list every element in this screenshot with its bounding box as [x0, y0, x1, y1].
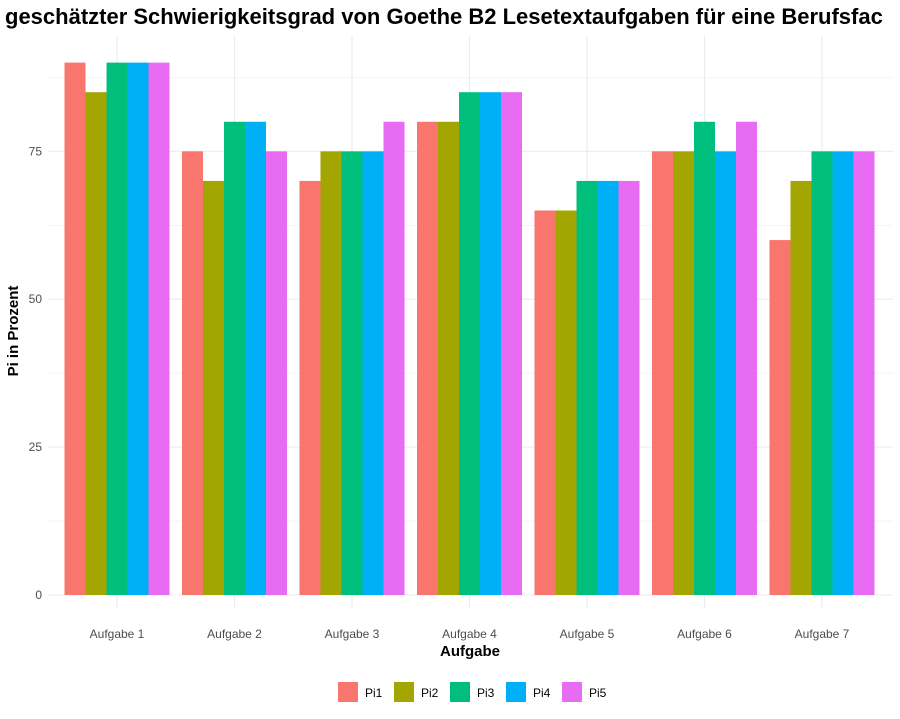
- chart-title: geschätzter Schwierigkeitsgrad von Goeth…: [5, 4, 883, 29]
- x-tick-label: Aufgabe 5: [560, 627, 615, 641]
- legend: Pi1 Pi2 Pi3 Pi4 Pi5: [338, 682, 607, 702]
- bar-pi2-1: [85, 92, 107, 595]
- y-axis-ticks: 0 25 50 75: [29, 144, 43, 602]
- bar-pi3-3: [341, 151, 363, 595]
- bar-pi3-5: [576, 180, 598, 596]
- bar-pi2-7: [790, 180, 812, 596]
- x-axis-title: Aufgabe: [440, 643, 500, 660]
- legend-swatch-pi1: [338, 682, 358, 702]
- x-tick-label: Aufgabe 1: [90, 627, 145, 641]
- legend-label-pi5: Pi5: [589, 686, 607, 700]
- bar-pi4-6: [715, 151, 736, 595]
- bar-pi4-2: [245, 121, 266, 595]
- legend-label-pi1: Pi1: [365, 686, 383, 700]
- y-tick-label: 25: [29, 440, 43, 454]
- y-tick-label: 0: [35, 588, 42, 602]
- bar-pi3-6: [694, 121, 715, 595]
- bar-pi3-2: [224, 121, 245, 595]
- bar-pi5-7: [853, 151, 875, 595]
- legend-swatch-pi2: [394, 682, 414, 702]
- y-tick-label: 75: [29, 144, 43, 158]
- bar-pi4-3: [362, 151, 384, 595]
- bar-pi3-4: [459, 92, 480, 595]
- x-tick-label: Aufgabe 7: [795, 627, 850, 641]
- bar-pi5-6: [736, 121, 757, 595]
- bar-pi4-4: [480, 92, 501, 595]
- legend-swatch-pi3: [450, 682, 470, 702]
- bar-pi4-5: [597, 180, 619, 596]
- legend-swatch-pi5: [562, 682, 582, 702]
- bar-pi3-7: [811, 151, 833, 595]
- x-tick-label: Aufgabe 6: [677, 627, 732, 641]
- bar-pi4-7: [832, 151, 854, 595]
- bar-pi5-2: [266, 151, 287, 595]
- bar-pi1-7: [769, 240, 791, 596]
- bar-pi1-2: [182, 151, 203, 595]
- bar-pi1-3: [299, 180, 321, 596]
- bar-pi3-1: [106, 62, 128, 596]
- legend-label-pi2: Pi2: [421, 686, 439, 700]
- y-axis-title: Pi in Prozent: [5, 286, 22, 377]
- bars: [64, 62, 875, 596]
- x-tick-label: Aufgabe 4: [442, 627, 497, 641]
- bar-pi1-5: [534, 210, 556, 596]
- legend-label-pi3: Pi3: [477, 686, 495, 700]
- bar-pi5-3: [383, 121, 405, 595]
- bar-pi2-6: [673, 151, 694, 595]
- bar-pi5-5: [618, 180, 640, 596]
- bar-pi5-4: [501, 92, 522, 595]
- bar-pi4-1: [127, 62, 149, 596]
- y-tick-label: 50: [29, 292, 43, 306]
- legend-label-pi4: Pi4: [533, 686, 551, 700]
- bar-pi2-5: [555, 210, 577, 596]
- bar-pi1-4: [417, 121, 438, 595]
- bar-pi1-6: [652, 151, 673, 595]
- x-tick-label: Aufgabe 3: [325, 627, 380, 641]
- bar-pi5-1: [148, 62, 170, 596]
- legend-swatch-pi4: [506, 682, 526, 702]
- bar-pi1-1: [64, 62, 86, 596]
- bar-pi2-4: [438, 121, 459, 595]
- bar-pi2-2: [203, 180, 224, 596]
- x-tick-label: Aufgabe 2: [207, 627, 262, 641]
- bar-pi2-3: [320, 151, 342, 595]
- x-axis-ticks: Aufgabe 1 Aufgabe 2 Aufgabe 3 Aufgabe 4 Aufg…: [90, 627, 850, 641]
